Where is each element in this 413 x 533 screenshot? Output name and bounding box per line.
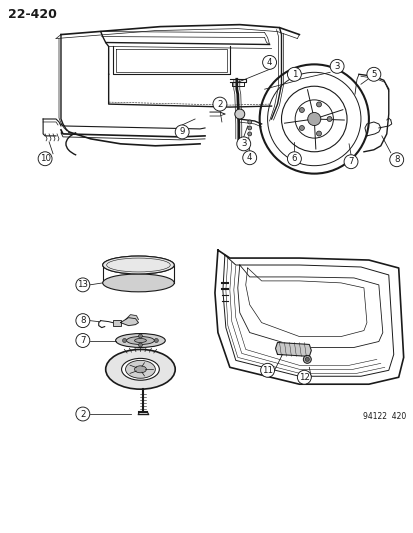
Circle shape [316, 102, 321, 107]
Text: 9: 9 [179, 127, 185, 136]
Circle shape [154, 338, 158, 343]
Text: 3: 3 [334, 62, 339, 71]
Ellipse shape [105, 350, 175, 389]
Circle shape [326, 117, 331, 122]
Circle shape [299, 125, 304, 131]
Circle shape [303, 356, 311, 364]
Text: 10: 10 [40, 154, 50, 163]
Text: 7: 7 [347, 157, 353, 166]
Bar [112, 320, 120, 326]
Circle shape [138, 343, 142, 347]
Circle shape [343, 155, 357, 168]
Circle shape [212, 97, 226, 111]
Circle shape [76, 278, 90, 292]
Circle shape [175, 125, 189, 139]
Circle shape [287, 67, 301, 81]
Ellipse shape [134, 366, 146, 373]
Text: 11: 11 [261, 366, 273, 375]
Text: 4: 4 [247, 153, 252, 162]
Polygon shape [120, 318, 138, 326]
Text: 12: 12 [298, 373, 309, 382]
Circle shape [260, 364, 274, 377]
Circle shape [247, 126, 251, 130]
Text: 7: 7 [80, 336, 85, 345]
Text: 4: 4 [266, 58, 272, 67]
Text: 22-420: 22-420 [8, 8, 57, 21]
Text: 5: 5 [370, 70, 376, 79]
Circle shape [305, 358, 309, 361]
Text: 2: 2 [80, 409, 85, 418]
Circle shape [316, 131, 321, 136]
Circle shape [330, 59, 343, 74]
Circle shape [76, 407, 90, 421]
Ellipse shape [134, 338, 146, 343]
Text: 8: 8 [80, 316, 85, 325]
Circle shape [76, 334, 90, 348]
Circle shape [389, 153, 403, 167]
Text: 1: 1 [291, 70, 297, 79]
Circle shape [242, 151, 256, 165]
Circle shape [287, 152, 301, 166]
Ellipse shape [102, 274, 174, 292]
Circle shape [76, 314, 90, 328]
Circle shape [236, 137, 250, 151]
Circle shape [234, 109, 244, 119]
Text: 94122  420: 94122 420 [363, 412, 406, 421]
Circle shape [299, 108, 304, 112]
Ellipse shape [102, 256, 174, 274]
Circle shape [247, 120, 251, 124]
Circle shape [307, 112, 320, 126]
Ellipse shape [126, 336, 154, 344]
Text: 6: 6 [291, 154, 297, 163]
Circle shape [297, 370, 311, 384]
Circle shape [138, 334, 142, 338]
Polygon shape [125, 314, 138, 320]
Text: 8: 8 [393, 155, 399, 164]
Ellipse shape [125, 360, 155, 378]
Polygon shape [275, 343, 311, 357]
Text: 13: 13 [77, 280, 88, 289]
Circle shape [366, 67, 380, 81]
Ellipse shape [102, 256, 174, 274]
Circle shape [247, 132, 251, 136]
Ellipse shape [121, 358, 159, 380]
Text: 2: 2 [217, 100, 222, 109]
Circle shape [262, 55, 276, 69]
Circle shape [38, 152, 52, 166]
Ellipse shape [115, 334, 165, 348]
Text: 3: 3 [240, 139, 246, 148]
Circle shape [122, 338, 126, 343]
